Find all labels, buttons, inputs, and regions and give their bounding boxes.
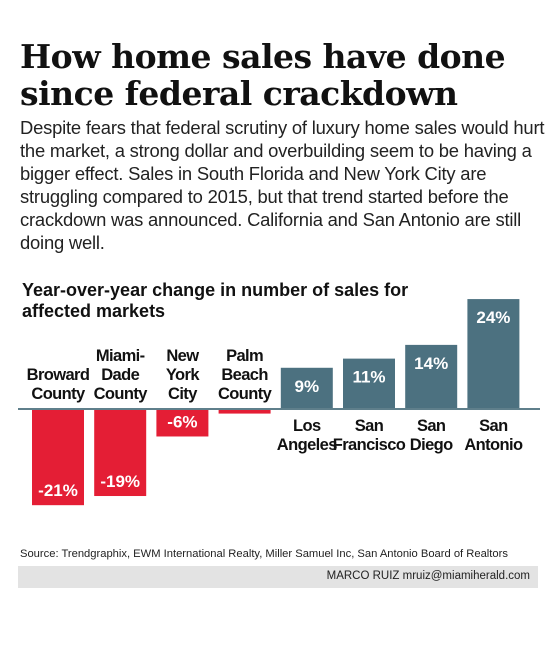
category-label-3: Beach <box>221 366 268 384</box>
credit-line: MARCO RUIZ mruiz@miamiherald.com <box>326 570 530 582</box>
value-label-7: 24% <box>476 308 510 327</box>
category-label-1: Dade <box>101 366 139 384</box>
value-label-5: 11% <box>352 368 385 387</box>
category-label-3: County <box>218 385 273 403</box>
category-label-4: Los <box>293 417 321 435</box>
bar-6 <box>405 344 458 409</box>
category-label-6: San <box>417 417 446 435</box>
bar-5 <box>343 358 395 409</box>
bar-3 <box>218 409 271 414</box>
bar-2 <box>156 409 209 437</box>
category-label-0: County <box>31 385 86 403</box>
bar-chart: -21%BrowardCounty-19%Miami-DadeCounty-6%… <box>18 299 540 506</box>
category-label-1: Miami- <box>96 347 145 365</box>
headline: How home sales have done since federal c… <box>20 37 506 113</box>
category-label-2: York <box>166 366 200 384</box>
value-label-6: 14% <box>414 354 448 373</box>
bar-0 <box>32 409 84 506</box>
chart-title: Year-over-year change in number of sales… <box>22 280 409 321</box>
category-label-7: San <box>479 417 508 435</box>
value-label-3: -1% <box>229 390 259 409</box>
category-label-3: Palm <box>226 347 263 365</box>
value-label-1: -19% <box>100 472 140 491</box>
category-label-5: Francisco <box>333 436 406 454</box>
credit-bar: MARCO RUIZ mruiz@miamiherald.com <box>18 566 538 588</box>
bar-4 <box>280 367 333 409</box>
category-label-2: New <box>166 347 199 365</box>
bar-1 <box>94 409 147 497</box>
category-label-2: City <box>168 385 198 403</box>
category-label-4: Angeles <box>277 436 337 454</box>
category-label-7: Antonio <box>464 436 523 454</box>
category-label-5: San <box>355 417 384 435</box>
category-label-1: County <box>94 385 149 403</box>
dek-paragraph: Despite fears that federal scrutiny of l… <box>20 117 545 253</box>
source-note: Source: Trendgraphix, EWM International … <box>20 548 508 560</box>
category-label-6: Diego <box>410 436 453 454</box>
bar-7 <box>467 299 520 409</box>
category-label-0: Broward <box>27 366 90 384</box>
value-label-4: 9% <box>295 377 320 396</box>
value-label-2: -6% <box>167 412 197 431</box>
value-label-0: -21% <box>38 481 78 500</box>
